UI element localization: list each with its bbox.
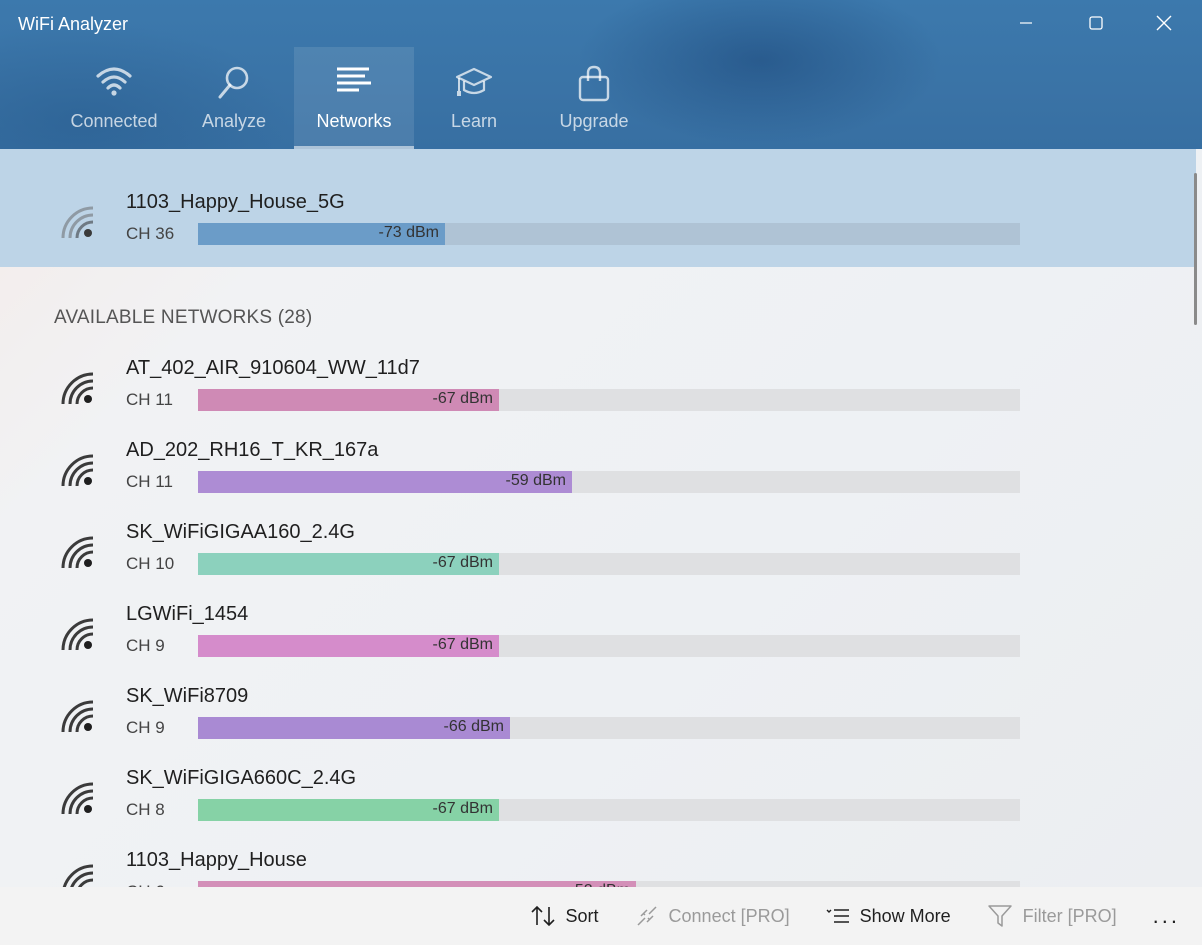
network-row[interactable]: LGWiFi_1454 CH 9 -67 dBm: [0, 589, 1100, 671]
network-channel: CH 11: [126, 390, 173, 409]
signal-value: -52 dBm: [570, 882, 630, 887]
shopping-bag-icon: [578, 65, 610, 102]
network-channel: CH 9: [126, 718, 165, 737]
tab-label: Connected: [70, 111, 158, 131]
tab-connected[interactable]: Connected: [54, 47, 174, 149]
wifi-signal-icon: [61, 782, 94, 815]
network-ssid: SK_WiFiGIGA660C_2.4G: [126, 767, 357, 789]
signal-bar-fill: [198, 389, 499, 411]
signal-value: -73 dBm: [378, 224, 439, 241]
close-button[interactable]: [1141, 8, 1187, 38]
network-ssid: AD_202_RH16_T_KR_167a: [126, 439, 379, 461]
window-title: WiFi Analyzer: [18, 14, 129, 34]
app-header: WiFi Analyzer Connected: [0, 0, 1202, 149]
signal-bar-fill: [198, 717, 510, 739]
network-ssid: 1103_Happy_House: [126, 849, 307, 871]
wifi-signal-icon: [61, 372, 94, 405]
signal-bar: -59 dBm: [198, 471, 1020, 493]
show-more-label: Show More: [859, 905, 951, 926]
signal-bar: -67 dBm: [198, 553, 1020, 575]
signal-bar: -73 dBm: [198, 223, 1020, 245]
network-row[interactable]: AD_202_RH16_T_KR_167a CH 11 -59 dBm: [0, 425, 1100, 507]
minimize-icon: [1020, 22, 1032, 24]
network-channel: CH 10: [126, 554, 175, 573]
sort-icon: [530, 905, 555, 927]
signal-bar-fill: [198, 553, 499, 575]
signal-bar: -52 dBm: [198, 881, 1020, 887]
more-options-button[interactable]: ...: [1153, 896, 1180, 936]
sort-button[interactable]: Sort: [530, 896, 599, 936]
wifi-signal-icon: [61, 206, 94, 239]
main-nav: Connected Analyze Networks: [54, 47, 654, 149]
more-options-icon: ...: [1152, 903, 1180, 928]
network-row[interactable]: AT_402_AIR_910604_WW_11d7 CH 11 -67 dBm: [0, 343, 1100, 425]
graduation-cap-icon: [455, 67, 493, 96]
signal-value: -67 dBm: [432, 636, 493, 653]
signal-bar-fill: [198, 471, 572, 493]
tab-networks[interactable]: Networks: [294, 47, 414, 149]
tab-upgrade[interactable]: Upgrade: [534, 47, 654, 149]
wifi-icon: [96, 67, 132, 96]
connect-label: Connect [PRO]: [668, 905, 790, 926]
list-icon: [337, 67, 371, 92]
network-channel: CH 11: [126, 472, 173, 491]
connected-network-row[interactable]: 1103_Happy_House_5G CH 36 -73 dBm: [0, 149, 1196, 267]
tab-label: Analyze: [201, 111, 267, 131]
network-row[interactable]: 1103_Happy_House CH 6 -52 dBm: [0, 835, 1100, 887]
network-channel: CH 9: [126, 636, 165, 655]
networks-panel: 1103_Happy_House_5G CH 36 -73 dBm AVAILA…: [0, 149, 1202, 887]
signal-bar-fill: [198, 799, 499, 821]
signal-value: -67 dBm: [432, 800, 493, 817]
network-channel: CH 36: [126, 224, 175, 243]
connect-icon: [637, 906, 657, 926]
tab-learn[interactable]: Learn: [414, 47, 534, 149]
connect-button[interactable]: Connect [PRO]: [635, 896, 790, 936]
wifi-signal-icon: [62, 864, 94, 887]
tab-analyze[interactable]: Analyze: [174, 47, 294, 149]
connected-network[interactable]: 1103_Happy_House_5G CH 36 -73 dBm: [0, 177, 1100, 259]
network-ssid: 1103_Happy_House_5G: [126, 191, 345, 213]
signal-value: -59 dBm: [505, 472, 566, 489]
network-row[interactable]: SK_WiFi8709 CH 9 -66 dBm: [0, 671, 1100, 753]
signal-bar: -67 dBm: [198, 799, 1020, 821]
available-networks-header: AVAILABLE NETWORKS (28): [54, 307, 313, 328]
show-more-icon: [826, 909, 849, 923]
scrollbar[interactable]: [1194, 173, 1197, 325]
maximize-button[interactable]: [1073, 8, 1119, 38]
signal-value: -66 dBm: [443, 718, 504, 735]
network-row[interactable]: SK_WiFiGIGA660C_2.4G CH 8 -67 dBm: [0, 753, 1100, 835]
signal-bar: -67 dBm: [198, 389, 1020, 411]
network-ssid: SK_WiFi8709: [126, 685, 249, 707]
wifi-signal-icon: [61, 536, 94, 569]
network-ssid: LGWiFi_1454: [126, 603, 249, 625]
command-bar: Sort Connect [PRO] Show More Filter [PRO…: [0, 887, 1202, 945]
close-icon: [1156, 15, 1172, 31]
magnifier-icon: [218, 66, 249, 99]
filter-button[interactable]: Filter [PRO]: [987, 896, 1117, 936]
signal-bar-fill: [198, 881, 636, 887]
network-row[interactable]: SK_WiFiGIGAA160_2.4G CH 10 -67 dBm: [0, 507, 1100, 589]
wifi-signal-icon: [61, 700, 94, 733]
filter-label: Filter [PRO]: [1022, 905, 1117, 926]
signal-bar-fill: [198, 635, 499, 657]
maximize-icon: [1089, 16, 1103, 30]
network-ssid: AT_402_AIR_910604_WW_11d7: [126, 357, 420, 379]
minimize-button[interactable]: [1003, 8, 1049, 38]
network-channel: CH 8: [126, 800, 165, 819]
signal-value: -67 dBm: [432, 390, 493, 407]
network-ssid: SK_WiFiGIGAA160_2.4G: [126, 521, 355, 543]
show-more-button[interactable]: Show More: [826, 896, 951, 936]
signal-bar-fill: [198, 223, 445, 245]
wifi-signal-icon: [61, 454, 94, 487]
tab-label: Learn: [450, 111, 498, 131]
signal-value: -67 dBm: [432, 554, 493, 571]
signal-bar: -67 dBm: [198, 635, 1020, 657]
sort-label: Sort: [565, 905, 599, 926]
tab-label: Networks: [316, 111, 392, 131]
wifi-signal-icon: [61, 618, 94, 651]
network-channel: CH 6: [126, 882, 165, 887]
signal-bar: -66 dBm: [198, 717, 1020, 739]
filter-icon: [987, 905, 1012, 927]
tab-label: Upgrade: [559, 111, 629, 131]
